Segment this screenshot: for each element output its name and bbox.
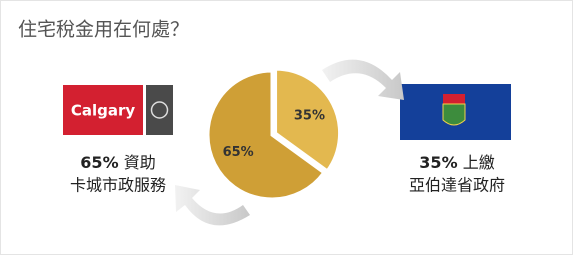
logo-text: Calgary <box>71 102 136 120</box>
crest <box>146 85 173 135</box>
caption-cat: 上繳 <box>463 153 495 172</box>
flag-cross <box>443 94 465 104</box>
infographic: 住宅稅金用在何處？ Calgary 35% 65% 65% 資助 卡城市政服務 3… <box>0 0 573 255</box>
caption-pct: 35% <box>419 153 457 172</box>
caption-left-2: 卡城市政服務 <box>70 176 166 195</box>
caption-left-1: 65% 資助 <box>80 153 155 172</box>
slice-label: 65% <box>223 145 254 160</box>
caption-right-2: 亞伯達省政府 <box>409 176 505 195</box>
title: 住宅稅金用在何處？ <box>18 19 189 41</box>
caption-right-1: 35% 上繳 <box>419 153 494 172</box>
flag-shield <box>443 104 465 125</box>
caption-cat: 資助 <box>124 153 156 172</box>
caption-pct: 65% <box>80 153 118 172</box>
slice-label: 35% <box>294 108 325 123</box>
